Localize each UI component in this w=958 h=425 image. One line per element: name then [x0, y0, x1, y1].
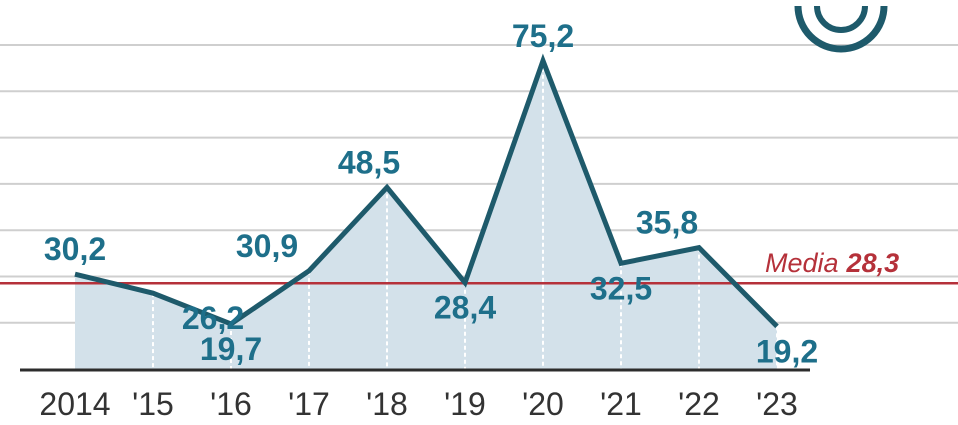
- ring-logo-icon: [794, 5, 888, 53]
- data-label: 26,2: [182, 300, 244, 336]
- data-label: 30,9: [236, 228, 298, 264]
- average-value: 28,3: [846, 248, 900, 278]
- x-tick-label: '15: [132, 386, 174, 422]
- average-word: Media: [765, 248, 839, 278]
- vertical-dividers: [152, 60, 778, 370]
- data-labels: 30,2 26,219,7 30,9 48,5 28,4 75,2 32,5 35,8 19,2: [44, 18, 818, 370]
- series-line: [74, 53, 779, 329]
- data-label: 19,2: [756, 333, 818, 369]
- data-label: 30,2: [44, 231, 106, 267]
- logo-ring: [794, 5, 888, 53]
- area-fill-shape: [75, 60, 777, 370]
- average-label: Media 28,3: [765, 248, 899, 278]
- x-tick-label: '16: [210, 386, 252, 422]
- data-label: 19,7: [200, 331, 262, 367]
- data-label: 48,5: [338, 144, 400, 180]
- x-tick-label: '21: [600, 386, 642, 422]
- logo-inner-ring: [814, 5, 868, 33]
- x-tick-label: '18: [366, 386, 408, 422]
- data-label: 75,2: [512, 18, 574, 54]
- x-tick-label: 2014: [39, 386, 110, 422]
- x-tick-label: '20: [522, 386, 564, 422]
- x-axis: 2014 '15 '16 '17 '18 '19 '20 '21 '22 '23: [20, 368, 810, 422]
- average-annotation: Media 28,3: [765, 248, 899, 278]
- x-tick-label: '17: [288, 386, 330, 422]
- data-label: 28,4: [434, 290, 496, 326]
- data-label: 35,8: [636, 205, 698, 241]
- series-line-group: [74, 53, 779, 329]
- x-tick-label: '22: [678, 386, 720, 422]
- area-fill: [75, 60, 777, 370]
- x-tick-label: '19: [444, 386, 486, 422]
- data-label: 32,5: [590, 270, 652, 306]
- x-tick-label: '23: [756, 386, 798, 422]
